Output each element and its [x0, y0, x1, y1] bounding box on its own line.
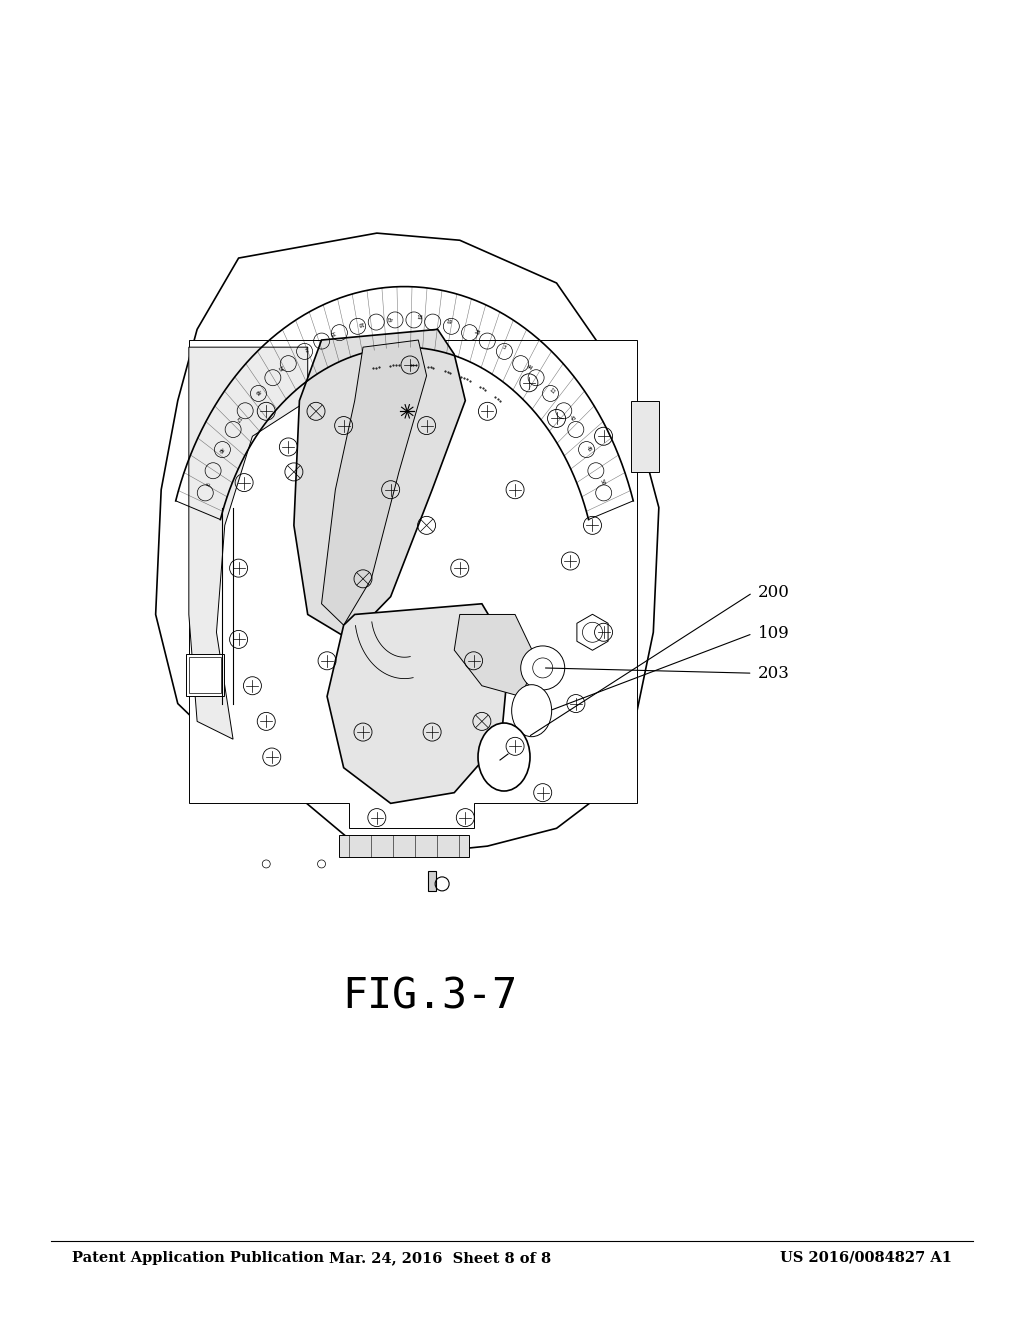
Ellipse shape [478, 723, 530, 791]
Polygon shape [156, 234, 658, 853]
Text: 203: 203 [758, 665, 790, 681]
Text: 40: 40 [216, 445, 224, 454]
Bar [340, 836, 469, 857]
Polygon shape [188, 347, 307, 739]
Text: 3: 3 [501, 345, 506, 351]
Bar [428, 871, 436, 891]
Text: 48: 48 [253, 387, 261, 395]
Polygon shape [322, 341, 427, 626]
Text: FIG.3-7: FIG.3-7 [343, 975, 517, 1018]
Text: 33: 33 [329, 329, 336, 337]
Text: 50: 50 [599, 479, 606, 487]
Text: US 2016/0084827 A1: US 2016/0084827 A1 [780, 1251, 952, 1265]
Bar [189, 657, 221, 693]
Ellipse shape [512, 685, 552, 737]
Text: 41: 41 [386, 314, 393, 321]
Text: 11: 11 [548, 387, 556, 395]
Text: Mar. 24, 2016  Sheet 8 of 8: Mar. 24, 2016 Sheet 8 of 8 [330, 1251, 551, 1265]
Bar [186, 653, 224, 696]
Text: 10: 10 [357, 319, 365, 326]
Polygon shape [294, 329, 465, 639]
Text: 18: 18 [416, 314, 423, 321]
Text: Patent Application Publication: Patent Application Publication [72, 1251, 324, 1265]
Polygon shape [577, 614, 608, 651]
Text: 17: 17 [233, 414, 241, 422]
Text: 44: 44 [524, 363, 532, 371]
Polygon shape [327, 603, 510, 804]
Polygon shape [188, 341, 637, 829]
Polygon shape [631, 400, 658, 471]
Text: 9: 9 [203, 480, 209, 486]
Text: 28: 28 [473, 329, 480, 337]
Text: 45: 45 [585, 445, 593, 454]
Polygon shape [455, 615, 538, 697]
Text: 2: 2 [303, 345, 308, 351]
Text: 25: 25 [276, 363, 285, 371]
Text: 109: 109 [758, 626, 790, 642]
Text: 19: 19 [444, 319, 452, 326]
Circle shape [521, 645, 564, 690]
Text: 200: 200 [758, 585, 790, 601]
Text: 42: 42 [568, 414, 575, 422]
